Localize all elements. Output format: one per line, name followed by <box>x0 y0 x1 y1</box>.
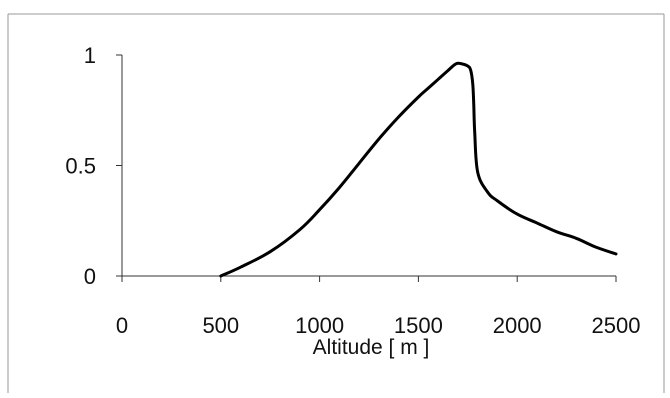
y-tick-label: 0.5 <box>65 154 96 179</box>
x-axis-title: Altitude [ m ] <box>313 336 430 359</box>
x-tick-label: 500 <box>202 313 239 338</box>
x-tick-label: 2500 <box>592 313 641 338</box>
x-tick-label: 2000 <box>493 313 542 338</box>
ticks: 0 0.5 1 0 500 1000 1500 2000 2500 <box>65 43 640 338</box>
x-tick-label: 0 <box>116 313 128 338</box>
axes <box>121 55 616 277</box>
series-line-0 <box>219 61 618 278</box>
x-tick-label: 1500 <box>394 313 443 338</box>
y-tick-label: 0 <box>84 264 96 289</box>
series-layer <box>219 61 618 278</box>
y-tick-label: 1 <box>84 43 96 68</box>
x-tick-label: 1000 <box>295 313 344 338</box>
